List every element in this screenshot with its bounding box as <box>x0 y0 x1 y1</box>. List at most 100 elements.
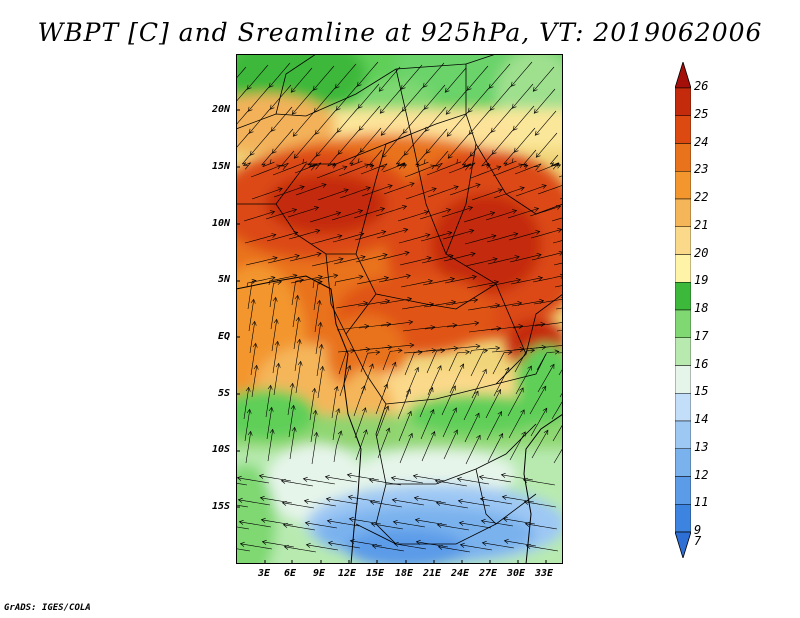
streamline-arrow <box>260 517 266 523</box>
streamline-arrow <box>259 495 265 501</box>
colorbar-arrow-low <box>675 531 691 558</box>
streamline-arrow <box>282 522 288 528</box>
colorbar-arrow-high <box>675 62 691 89</box>
streamline <box>327 520 360 527</box>
streamline-arrow <box>269 159 275 165</box>
streamline <box>269 84 292 110</box>
streamline-arrow <box>511 103 517 109</box>
streamline <box>245 431 251 464</box>
streamline-arrow <box>512 209 518 214</box>
streamline-arrow <box>359 147 365 153</box>
streamline-arrow <box>436 522 442 528</box>
streamline-arrow <box>390 475 396 481</box>
streamline-arrow <box>447 153 453 159</box>
streamline-arrow <box>453 185 459 190</box>
country-borders <box>236 54 563 545</box>
streamline <box>420 409 434 440</box>
streamline-arrow <box>409 182 415 187</box>
colorbar-label: 25 <box>694 106 709 121</box>
streamline <box>314 109 337 135</box>
streamline <box>526 545 559 552</box>
streamline-arrow <box>369 499 375 505</box>
lon-label: 21E <box>423 568 442 579</box>
streamline-arrow <box>383 383 389 389</box>
streamline <box>262 541 295 548</box>
streamline <box>468 109 491 135</box>
streamline <box>513 127 536 153</box>
streamline-arrow <box>417 350 423 355</box>
streamline-arrow <box>511 158 517 164</box>
streamline-arrow <box>335 408 341 414</box>
streamline <box>425 128 448 154</box>
streamline <box>402 108 425 134</box>
streamline <box>427 365 442 396</box>
streamline-arrow <box>459 363 465 369</box>
streamline-arrow <box>498 433 504 439</box>
streamline <box>427 186 459 198</box>
streamline <box>402 326 435 332</box>
streamline <box>380 110 403 136</box>
streamline <box>422 278 455 286</box>
streamline <box>448 162 476 174</box>
streamline <box>361 185 393 197</box>
streamline-arrow <box>482 368 487 374</box>
streamline-arrow <box>549 363 555 369</box>
streamline-arrow <box>490 127 496 133</box>
streamline <box>481 153 493 167</box>
lon-label: 18E <box>395 568 414 579</box>
streamline <box>464 235 496 245</box>
streamline <box>306 544 339 551</box>
streamline <box>268 62 291 88</box>
streamline <box>485 389 501 419</box>
streamline-arrow <box>275 362 281 368</box>
streamline <box>488 279 521 287</box>
streamline-arrow <box>381 152 387 158</box>
streamline-arrow <box>312 409 318 415</box>
streamline-arrow <box>365 186 371 191</box>
streamline <box>379 298 412 305</box>
streamline <box>312 65 335 91</box>
streamline-arrow <box>272 256 278 261</box>
streamline <box>512 105 535 131</box>
lat-label: 15S <box>211 501 230 512</box>
streamline-arrow <box>391 497 397 503</box>
streamline <box>241 154 251 166</box>
streamline <box>273 186 305 198</box>
streamline-arrow <box>402 128 408 134</box>
streamline <box>314 300 320 333</box>
streamline-arrow <box>258 473 264 479</box>
streamline-arrow <box>309 165 315 171</box>
streamline <box>261 152 273 167</box>
streamline-arrow <box>245 386 251 392</box>
streamline-arrow <box>468 129 474 135</box>
streamline <box>236 132 250 149</box>
streamline-arrow <box>270 210 276 216</box>
streamline <box>244 234 276 244</box>
streamline <box>415 519 448 526</box>
streamline-arrow <box>267 384 273 390</box>
streamline-arrow <box>292 273 298 279</box>
streamline <box>490 107 513 133</box>
streamline <box>246 277 276 288</box>
streamline-arrow <box>358 125 364 131</box>
streamline-arrow <box>385 427 391 433</box>
streamline-arrow <box>406 388 411 394</box>
streamline-arrow <box>363 429 368 435</box>
streamline <box>377 427 390 459</box>
streamline <box>405 188 437 200</box>
streamline-arrow <box>315 229 321 234</box>
streamline-arrow <box>253 364 259 370</box>
streamline <box>398 411 412 442</box>
streamline <box>488 63 511 89</box>
streamline <box>470 166 502 179</box>
streamline-arrow <box>357 103 363 109</box>
streamline-arrow <box>369 363 374 369</box>
streamline <box>423 301 456 308</box>
streamline-arrow <box>268 82 274 88</box>
streamline <box>377 252 410 261</box>
streamline-arrow <box>523 499 529 505</box>
streamline-arrow <box>535 152 541 158</box>
streamline-arrow <box>246 84 252 90</box>
streamline-arrow <box>524 521 530 527</box>
streamline-arrow <box>504 367 510 373</box>
